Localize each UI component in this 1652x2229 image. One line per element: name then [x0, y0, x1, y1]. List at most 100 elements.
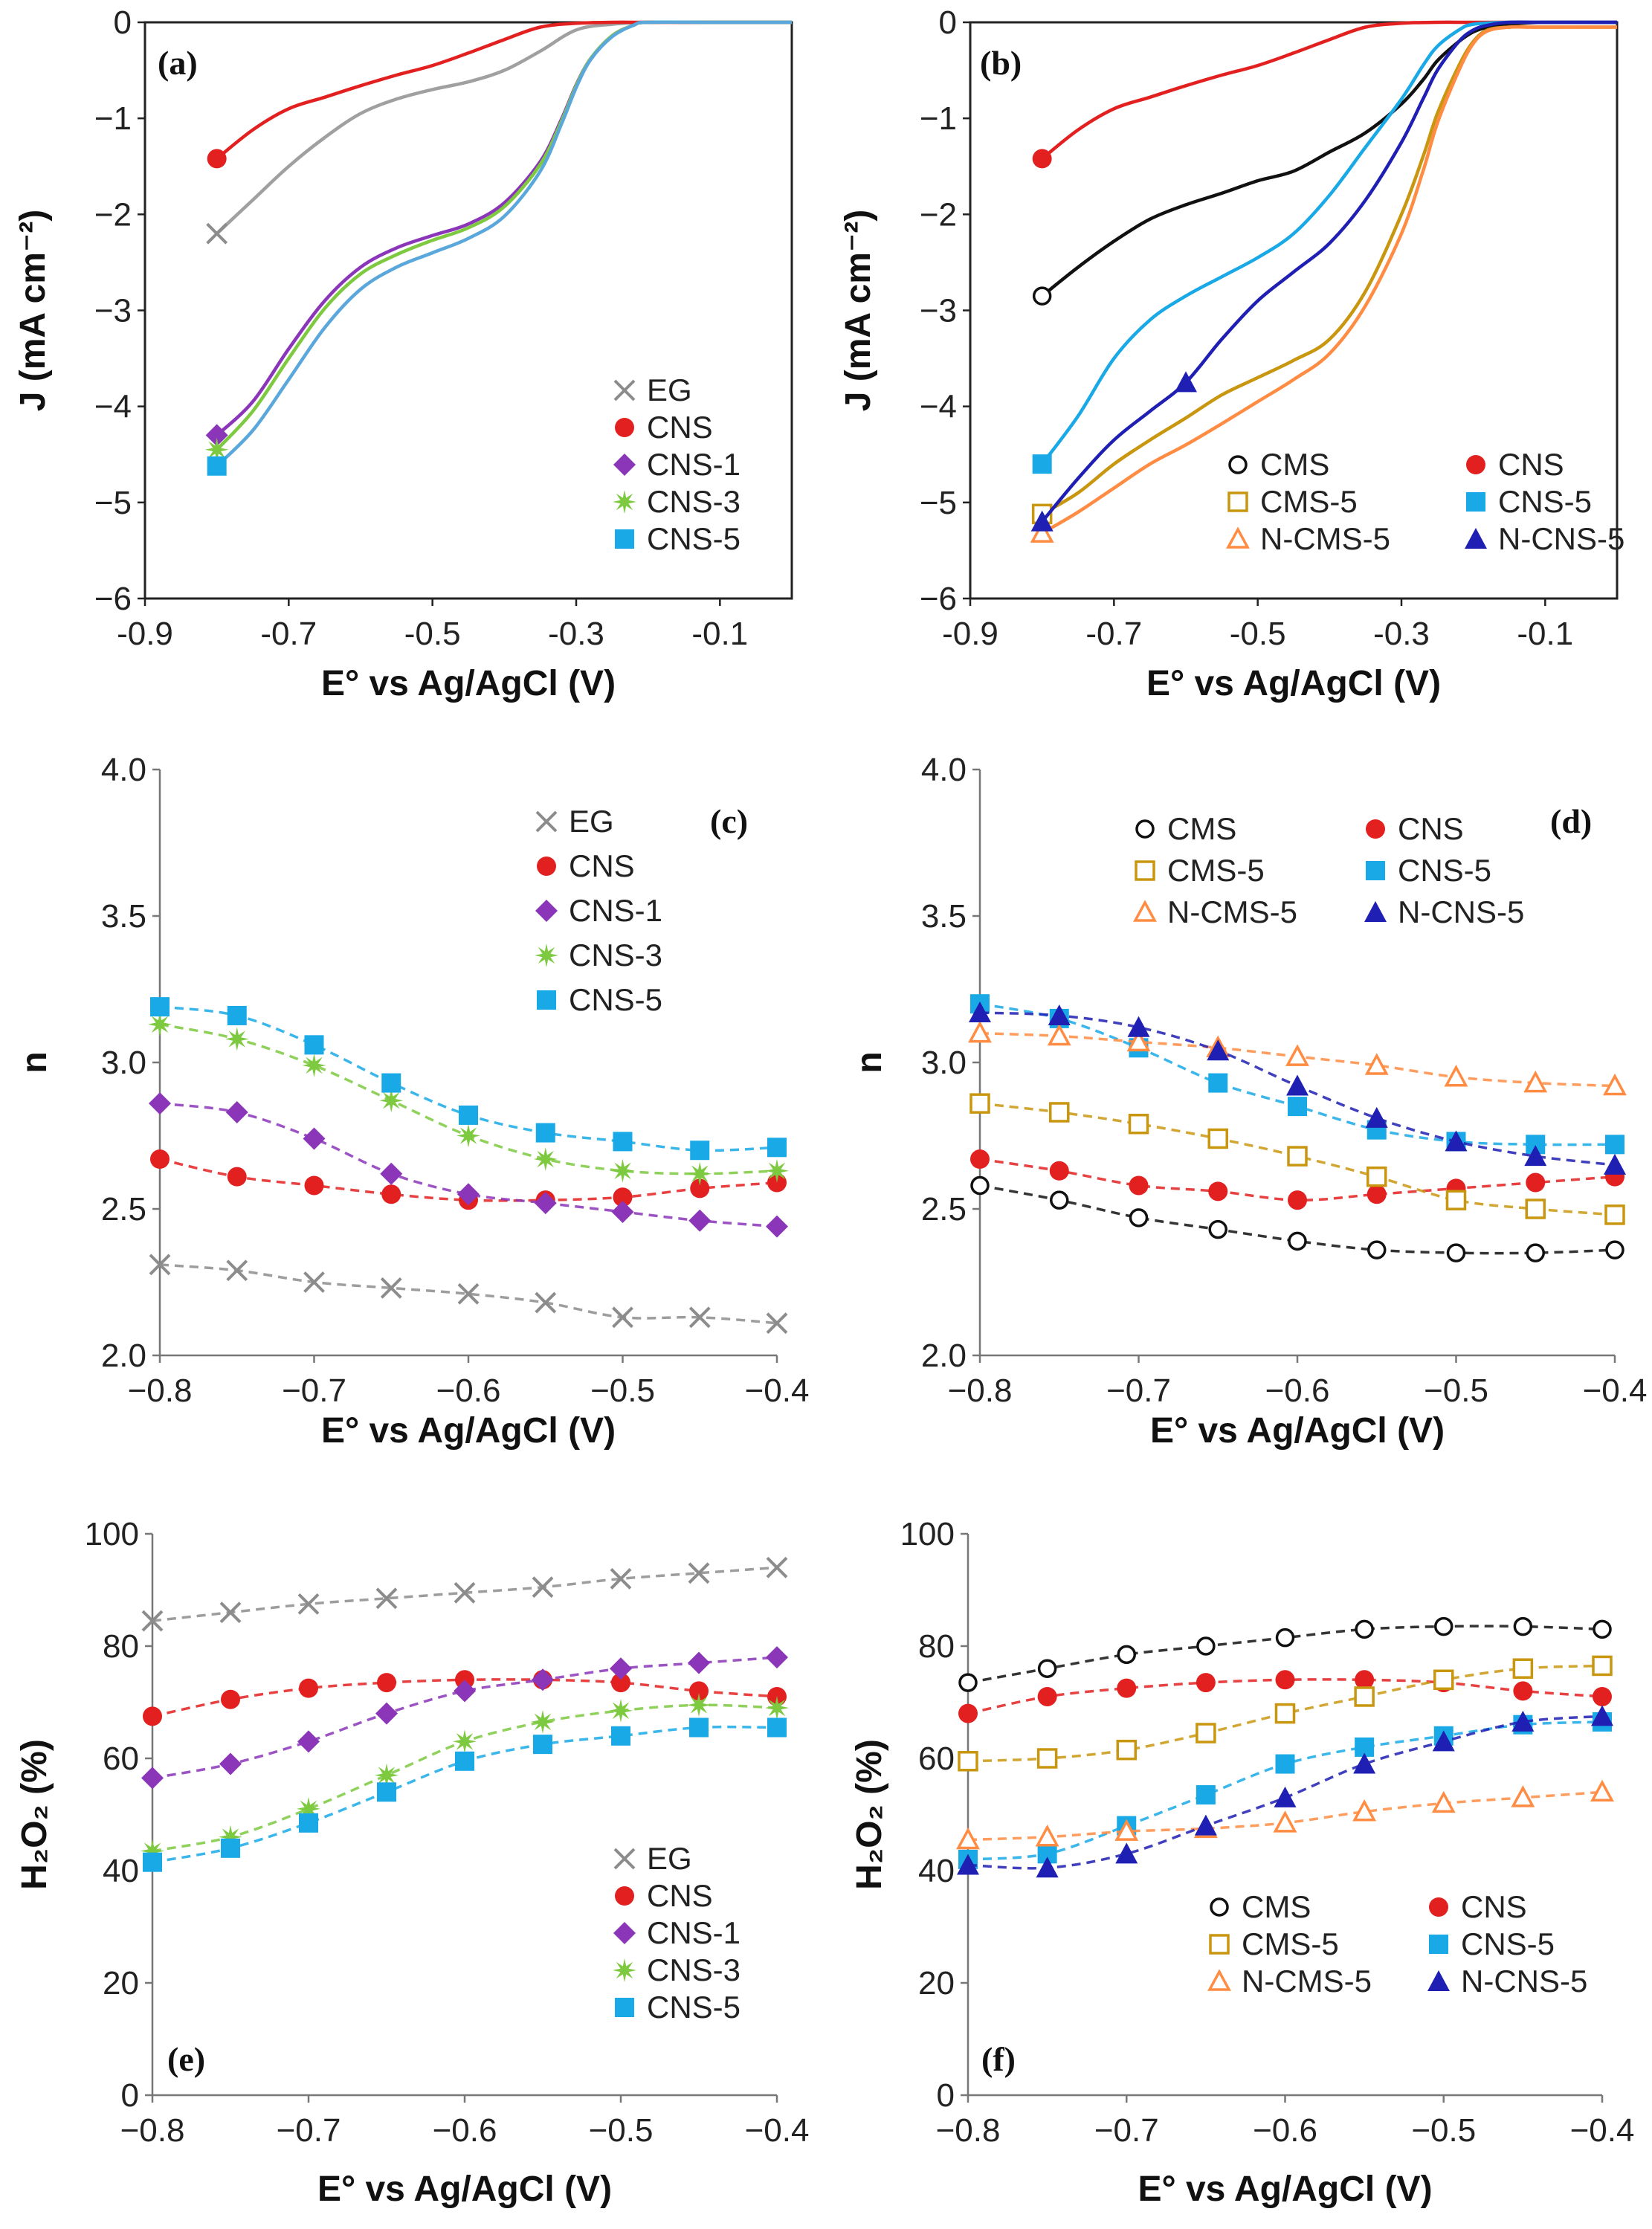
- data-point-cms-5: [958, 1751, 978, 1772]
- data-point-n-cns-5: [1604, 1153, 1626, 1175]
- series-n-cns-5: [1030, 20, 1617, 532]
- data-point-cns-3: [688, 1161, 712, 1186]
- data-point-cns-1: [297, 1730, 320, 1753]
- series-cms-5: [958, 1655, 1613, 1772]
- y-tick-label: 4.0: [101, 752, 146, 788]
- data-point-cns-3: [456, 1123, 480, 1148]
- y-tick-label: 0: [939, 4, 957, 41]
- series-eg: [149, 1254, 788, 1335]
- data-point-cns: [690, 1178, 710, 1199]
- legend-marker-cns-5: [1429, 1935, 1448, 1954]
- x-tick-label: -0.1: [1517, 616, 1573, 652]
- data-point-eg: [532, 1576, 554, 1599]
- series-cns: [1032, 20, 1617, 169]
- x-tick-label: -0.7: [260, 616, 317, 652]
- legend-marker-cms-5: [1135, 860, 1155, 881]
- data-point-cns: [1208, 1181, 1228, 1201]
- x-axis-title: E° vs Ag/AgCl (V): [321, 664, 616, 703]
- y-axis-title: n: [850, 1051, 889, 1073]
- x-tick-label: −0.6: [1265, 1372, 1330, 1409]
- y-tick-label: 100: [900, 1516, 955, 1552]
- series-cms: [970, 1175, 1624, 1262]
- x-tick-label: -0.1: [691, 616, 748, 652]
- y-tick-label: 2.5: [101, 1191, 146, 1228]
- data-point-n-cns-5: [1511, 1710, 1535, 1732]
- legend-marker-cns: [1429, 1897, 1448, 1917]
- data-point-cms: [1129, 1208, 1149, 1228]
- legend-label: CNS: [1398, 811, 1464, 846]
- legend-item-cms-5: CMS-5: [1135, 853, 1265, 888]
- data-point-cms: [958, 1673, 978, 1692]
- legend-label: CMS: [1260, 447, 1329, 482]
- series-line-cns-5: [979, 1002, 1616, 1146]
- legend: CMS CNS CMS-5 CNS-5 N-CMS-5 N-CNS-5: [1226, 447, 1624, 556]
- data-point-cns-3: [765, 1158, 789, 1183]
- data-point-cns-1: [141, 1767, 164, 1790]
- legend-marker-eg: [535, 810, 558, 833]
- y-tick-label: −1: [94, 100, 132, 137]
- legend-item-n-cns-5: N-CNS-5: [1364, 894, 1524, 929]
- x-tick-label: −0.7: [1094, 2112, 1159, 2149]
- y-tick-label: 40: [918, 1853, 955, 1889]
- data-point-cns-1: [457, 1183, 480, 1206]
- data-point-eg: [149, 1254, 171, 1276]
- y-tick-label: 100: [85, 1516, 139, 1552]
- y-tick-label: −2: [920, 196, 957, 233]
- data-point-cns-3: [204, 437, 229, 462]
- x-tick-label: −0.4: [1570, 2112, 1635, 2149]
- y-tick-label: 20: [103, 1965, 139, 2001]
- legend-item-n-cms-5: N-CMS-5: [1226, 521, 1390, 556]
- y-tick-label: 0: [937, 2077, 955, 2114]
- data-point-cns: [227, 1167, 247, 1187]
- data-point-cns-5: [689, 1717, 709, 1738]
- data-point-cns-1: [375, 1702, 398, 1725]
- legend-item-cms: CMS: [1210, 1889, 1311, 1924]
- legend-label: N-CNS-5: [1398, 894, 1524, 929]
- series-line-n-cms-5: [1041, 25, 1617, 535]
- legend-item-cns-5: CNS-5: [1429, 1926, 1555, 1961]
- data-point-cms: [1288, 1231, 1307, 1251]
- data-point-n-cns-5: [1365, 1106, 1388, 1128]
- y-tick-label: 0: [121, 2077, 139, 2114]
- data-point-cms-5: [1116, 1739, 1137, 1761]
- data-point-n-cms-5: [1030, 520, 1054, 543]
- data-point-cms: [1446, 1243, 1466, 1262]
- legend-marker-n-cms-5: [1207, 1969, 1231, 1991]
- legend-item-cns: CNS: [615, 1878, 713, 1913]
- legend-label: CMS-5: [1242, 1926, 1339, 1961]
- legend-item-cns: CNS: [1366, 811, 1464, 846]
- data-point-cms: [1434, 1616, 1453, 1636]
- data-point-cns-5: [613, 1132, 633, 1152]
- y-tick-label: 3.5: [101, 898, 146, 935]
- data-point-cns: [1275, 1670, 1295, 1690]
- data-point-cns-1: [219, 1752, 242, 1775]
- legend-item-cns-5: CNS-5: [1366, 853, 1491, 888]
- legend-item-cns-5: CNS-5: [537, 982, 662, 1017]
- y-tick-label: 60: [918, 1741, 955, 1777]
- data-point-cns-3: [687, 1693, 711, 1717]
- data-point-n-cns-5: [1274, 1786, 1297, 1807]
- data-point-n-cms-5: [1511, 1785, 1535, 1807]
- legend-marker-eg: [613, 379, 636, 401]
- legend-item-cns-5: CNS-5: [615, 521, 741, 556]
- data-point-cms-5: [1287, 1146, 1308, 1167]
- x-tick-label: -0.9: [942, 616, 998, 652]
- legend-marker-cms: [1135, 819, 1155, 839]
- data-point-cms-5: [1128, 1113, 1149, 1135]
- legend-marker-cms: [1210, 1897, 1229, 1917]
- legend-marker-cns-1: [535, 900, 558, 922]
- data-point-cms: [970, 1175, 990, 1196]
- y-axis-title: H₂O₂ (%): [850, 1739, 889, 1890]
- data-point-cms: [1513, 1616, 1533, 1636]
- data-point-cns-1: [532, 1668, 554, 1691]
- data-point-cns-1: [149, 1092, 171, 1115]
- x-tick-label: −0.6: [1253, 2112, 1317, 2149]
- y-tick-label: 2.5: [921, 1191, 967, 1228]
- data-point-eg: [226, 1259, 248, 1282]
- y-tick-label: −5: [94, 485, 132, 521]
- data-point-cns-1: [303, 1127, 326, 1150]
- data-point-n-cns-5: [1175, 371, 1197, 393]
- data-point-cns: [377, 1673, 396, 1693]
